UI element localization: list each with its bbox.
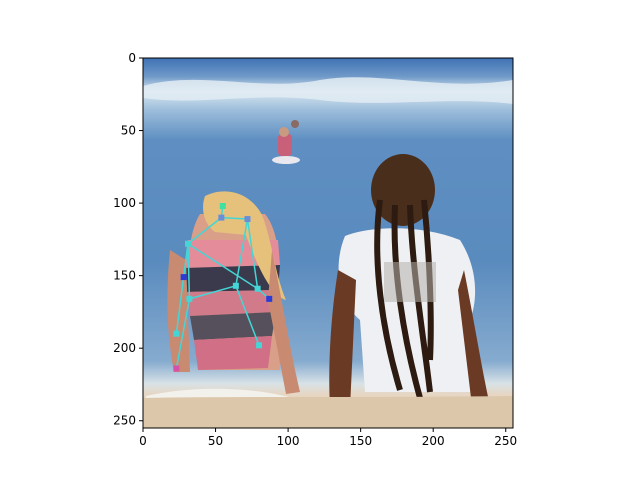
keypoint-left-hip <box>232 282 239 289</box>
keypoint-right-elbow <box>180 274 187 281</box>
man-figure <box>329 154 490 408</box>
x-tick-label: 0 <box>139 434 147 448</box>
y-tick-label: 0 <box>128 51 136 65</box>
y-tick-label: 100 <box>113 196 136 210</box>
keypoint-left-shoulder <box>244 216 251 223</box>
pose-skeleton <box>175 205 270 369</box>
pose-keypoints <box>173 203 273 372</box>
x-axis: 0 50 100 150 200 250 <box>139 428 517 448</box>
y-tick-label: 250 <box>113 414 136 428</box>
skeleton-limb <box>187 243 259 290</box>
keypoint-left-knee <box>256 342 263 349</box>
skeleton-limb <box>182 243 189 278</box>
keypoint-neck <box>218 214 225 221</box>
skeleton-limb <box>235 285 260 346</box>
x-tick-label: 100 <box>277 434 300 448</box>
keypoint-right-wrist <box>173 330 180 337</box>
photo-image <box>143 58 513 428</box>
y-tick-label: 200 <box>113 341 136 355</box>
skeleton-limb <box>175 298 191 369</box>
keypoint-head-top <box>219 203 226 209</box>
x-tick-label: 200 <box>422 434 445 448</box>
keypoint-right-knee <box>173 365 180 372</box>
skeleton-limb <box>235 218 249 286</box>
skeleton-limb <box>187 243 191 299</box>
skeleton-limb <box>221 216 248 220</box>
skeleton-limb <box>175 277 185 334</box>
keypoint-left-elbow <box>254 285 261 292</box>
y-tick-label: 50 <box>121 124 136 138</box>
keypoint-left-wrist <box>266 295 273 302</box>
x-tick-label: 150 <box>349 434 372 448</box>
skeleton-limb <box>246 218 259 289</box>
skeleton-limb <box>189 285 237 300</box>
keypoint-right-hip <box>186 295 193 302</box>
x-tick-label: 250 <box>494 434 517 448</box>
y-tick-label: 150 <box>113 269 136 283</box>
plot-frame <box>142 57 514 429</box>
y-axis: 0 50 100 150 200 250 <box>113 51 143 428</box>
distant-surfer <box>272 120 300 164</box>
x-tick-label: 50 <box>208 434 223 448</box>
keypoint-right-shoulder <box>184 240 191 247</box>
skeleton-limb <box>187 217 222 245</box>
